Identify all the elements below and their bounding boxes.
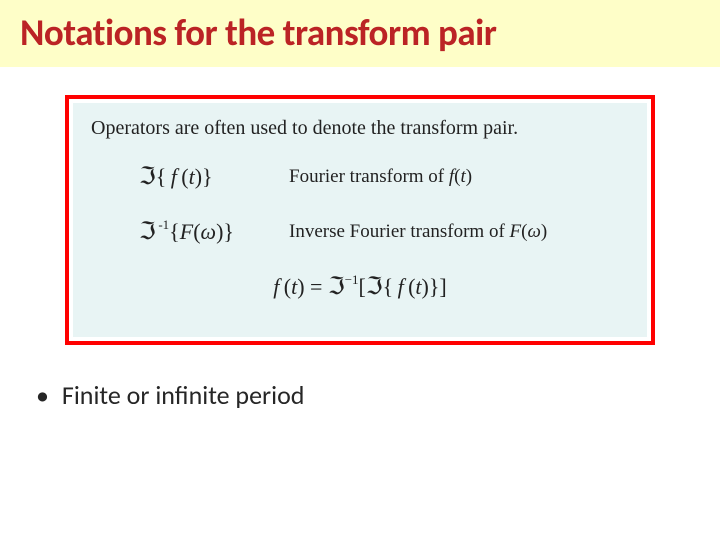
- forward-operator: ℑ{ f (t)}: [139, 162, 289, 191]
- inverse-desc-text: Inverse Fourier transform of: [289, 221, 510, 242]
- math-box-border: Operators are often used to denote the t…: [65, 95, 655, 345]
- math-intro: Operators are often used to denote the t…: [91, 117, 629, 140]
- transform-row-inverse: ℑ -1{F(ω)} Inverse Fourier transform of …: [139, 217, 629, 246]
- bullet-dot-icon: •: [36, 379, 56, 411]
- bullet-list: • Finite or infinite period: [36, 379, 720, 411]
- bullet-text: Finite or infinite period: [62, 379, 305, 411]
- forward-desc: Fourier transform of f(t): [289, 166, 629, 188]
- title-band: Notations for the transform pair: [0, 0, 720, 67]
- transform-row-forward: ℑ{ f (t)} Fourier transform of f(t): [139, 162, 629, 191]
- page-title: Notations for the transform pair: [20, 10, 700, 55]
- math-box: Operators are often used to denote the t…: [73, 103, 647, 337]
- bullet-item: • Finite or infinite period: [36, 379, 720, 411]
- identity-equation: f (t) = ℑ−1[ℑ{ f (t)}]: [91, 272, 629, 301]
- inverse-operator: ℑ -1{F(ω)}: [139, 217, 289, 246]
- forward-desc-text: Fourier transform of: [289, 166, 449, 187]
- inverse-desc: Inverse Fourier transform of F(ω): [289, 221, 629, 243]
